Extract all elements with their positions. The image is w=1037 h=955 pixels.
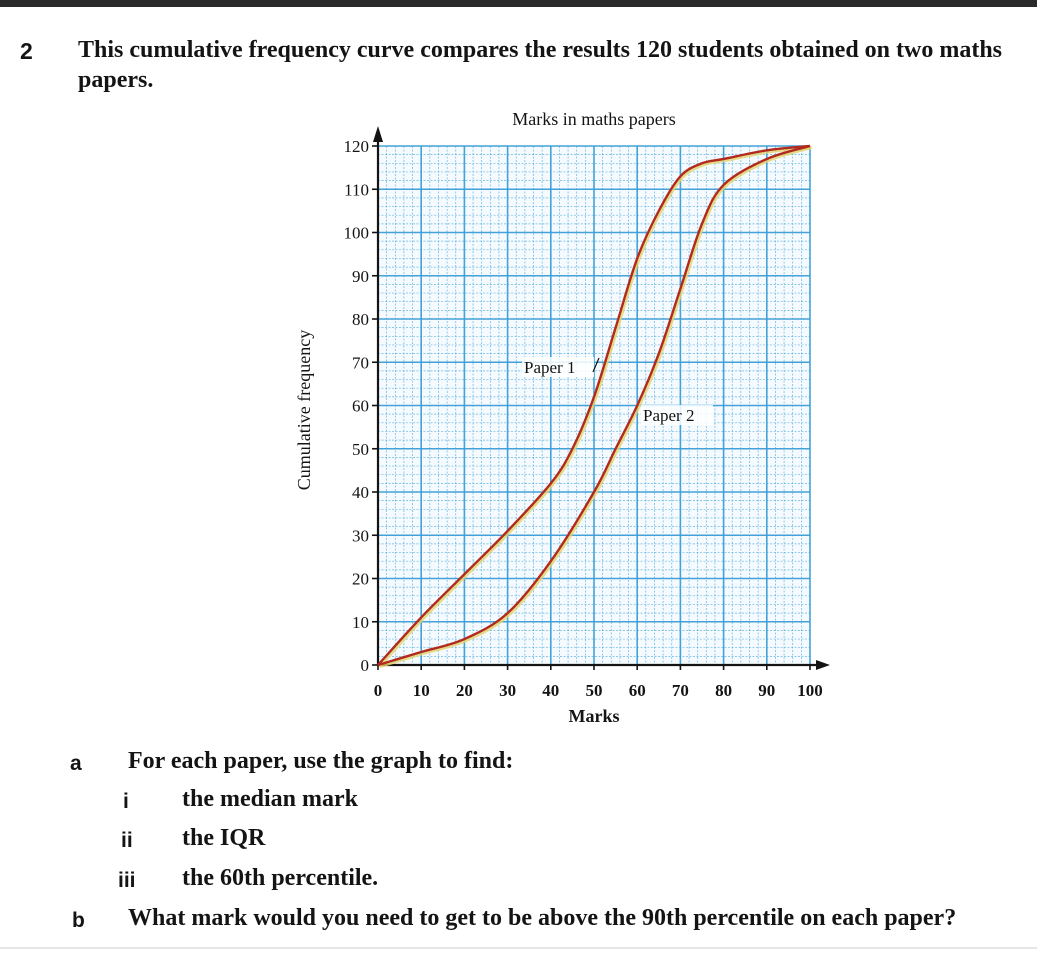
x-tick-label: 40 xyxy=(542,681,559,700)
chart-title: Marks in maths papers xyxy=(512,109,675,129)
item-ii-text: the IQR xyxy=(182,825,266,851)
y-tick-label: 50 xyxy=(352,440,369,459)
series-paper-2-curve xyxy=(377,144,811,667)
y-tick-label: 10 xyxy=(352,613,369,632)
item-i-label: i xyxy=(123,790,129,813)
item-iii-text: the 60th percentile. xyxy=(182,865,379,891)
y-tick-label: 110 xyxy=(344,180,369,199)
x-axis-arrow xyxy=(816,660,830,670)
x-tick-label: 70 xyxy=(672,681,689,700)
y-tick-label: 80 xyxy=(352,310,369,329)
y-axis-label: Cumulative frequency xyxy=(294,330,314,490)
item-iii-label: iii xyxy=(118,869,136,892)
y-tick-label: 0 xyxy=(361,656,370,675)
y-tick-label: 100 xyxy=(344,224,370,243)
series-label-paper-2: Paper 2 xyxy=(643,406,694,425)
question-intro: This cumulative frequency curve compares… xyxy=(78,37,1003,93)
top-border xyxy=(0,0,1037,7)
series-label-bg xyxy=(522,357,594,377)
chart-text: 0 10 20 30 40 50 60 70 80 90 100 110 120 0 10 20 30 40 50 6… xyxy=(294,109,823,726)
x-tick-label: 80 xyxy=(715,681,732,700)
chart-series xyxy=(377,144,812,669)
series-label-paper-1: Paper 1 xyxy=(524,358,575,377)
item-i-text: the median mark xyxy=(182,786,358,812)
x-tick-label: 90 xyxy=(758,681,775,700)
x-tick-label: 100 xyxy=(797,681,823,700)
series-label-bg xyxy=(641,405,713,425)
x-tick-label: 0 xyxy=(374,681,383,700)
item-ii-label: ii xyxy=(121,829,133,852)
series-paper-1-curve xyxy=(377,144,811,666)
x-tick-label: 60 xyxy=(629,681,646,700)
bottom-divider xyxy=(0,947,1037,949)
y-tick-label: 30 xyxy=(352,526,369,545)
x-tick-label: 50 xyxy=(586,681,603,700)
part-b-label: b xyxy=(72,909,85,932)
x-tick-label: 20 xyxy=(456,681,473,700)
part-b-text: What mark would you need to get to be ab… xyxy=(128,905,957,931)
y-axis-arrow xyxy=(373,126,383,142)
x-tick-label: 30 xyxy=(499,681,516,700)
x-tick-label: 10 xyxy=(413,681,430,700)
chart-grid xyxy=(377,145,811,666)
chart-axes xyxy=(372,126,830,670)
part-a-text: For each paper, use the graph to find: xyxy=(128,748,514,774)
series-paper-1-shadow xyxy=(378,145,812,668)
y-tick-label: 20 xyxy=(352,570,369,589)
part-a-label: a xyxy=(70,752,82,775)
y-tick-label: 90 xyxy=(352,267,369,286)
y-tick-label: 60 xyxy=(352,397,369,416)
series-label-leader xyxy=(592,357,600,373)
series-paper-2-shadow xyxy=(379,145,812,669)
x-axis-label: Marks xyxy=(569,706,620,726)
y-tick-label: 70 xyxy=(352,353,369,372)
question-number: 2 xyxy=(20,38,33,64)
y-tick-label: 120 xyxy=(344,137,370,156)
y-tick-label: 40 xyxy=(352,483,369,502)
